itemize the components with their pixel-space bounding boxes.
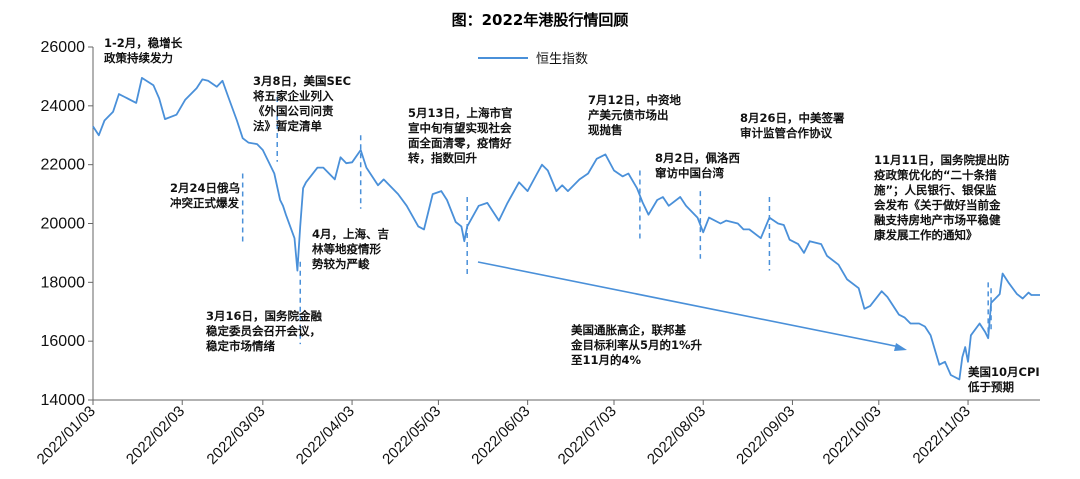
x-tick-label: 2022/11/03 (910, 403, 974, 467)
annotation-line: 会发布《关于做好当前金 (873, 198, 1001, 212)
x-tick-label: 2022/06/03 (468, 403, 533, 468)
annotation: 2月24日俄乌冲突正式爆发 (170, 181, 240, 210)
annotation: 4月，上海、吉林等地疫情形势较为严峻 (312, 227, 389, 271)
annotation: 7月12日，中资地产美元债市场出现抛售 (588, 93, 682, 137)
trend-arrowhead (894, 343, 907, 351)
x-axis: 2022/01/03 2022/02/03 2022/03/03 2022/04/03… (34, 399, 1040, 468)
y-tick-label: 16000 (41, 333, 86, 350)
trend-arrow (477, 261, 901, 348)
annotation-line: 8月2日，佩洛西 (655, 151, 741, 165)
annotation-line: 窜访中国台湾 (655, 166, 724, 180)
annotation-line: 康发展工作的通知》 (874, 228, 978, 242)
annotation-line: 林等地疫情形 (312, 242, 381, 256)
y-tick-label: 18000 (41, 274, 86, 291)
annotation-line: 1-2月，稳增长 (104, 36, 183, 50)
annotation-line: 稳定市场情绪 (206, 339, 275, 353)
y-tick-label: 14000 (41, 392, 86, 409)
annotation-line: 宣中旬有望实现社会 (408, 121, 512, 135)
annotation-line: 3月16日，国务院金融 (206, 309, 323, 323)
annotation-line: 5月13日，上海市官 (408, 106, 513, 120)
legend: 恒生指数 (478, 52, 588, 67)
annotation-line: 面全面清零，疫情好 (408, 136, 512, 150)
annotation: 11月11日，国务院提出防疫政策优化的“二十条措施”；人民银行、银保监会发布《关… (873, 153, 1010, 242)
annotation-line: 疫政策优化的“二十条措 (874, 168, 997, 182)
annotation: 3月16日，国务院金融稳定委员会召开会议，稳定市场情绪 (206, 309, 323, 353)
y-tick-label: 26000 (41, 39, 86, 56)
annotation: 3月8日，美国SEC 将五家企业列入《外国公司问责法》暂定清单 (253, 74, 351, 133)
annotation-line: 低于预期 (967, 380, 1014, 394)
annotation: 8月2日，佩洛西窜访中国台湾 (655, 151, 741, 180)
annotation-line: 融支持房地产市场平稳健 (874, 213, 1001, 227)
x-tick-label: 2022/03/03 (204, 403, 269, 468)
annotation-line: 稳定委员会召开会议， (206, 324, 321, 338)
x-tick-label: 2022/09/03 (733, 403, 798, 468)
annotation: 5月13日，上海市官宣中旬有望实现社会面全面清零，疫情好转，指数回升 (408, 106, 513, 165)
x-tick-label: 2022/04/03 (293, 403, 358, 468)
x-tick-label: 2022/01/03 (34, 403, 99, 468)
annotation-line: 美国10月CPI (968, 365, 1040, 379)
annotation-line: 11月11日，国务院提出防 (874, 153, 1010, 167)
annotation: 美国通胀高企，联邦基金目标利率从5月的1%升至11月的4% (570, 323, 703, 367)
annotations: 1-2月，稳增长政策持续发力 3月8日，美国SEC 将五家企业列入《外国公司问责法》… (104, 36, 1040, 394)
y-axis: 14000 16000 18000 20000 22000 24000 26000 (41, 39, 94, 409)
event-markers (241, 97, 992, 345)
annotation-line: 8月26日，中美签署 (740, 111, 845, 125)
y-tick-label: 20000 (41, 216, 86, 233)
annotation-line: 冲突正式爆发 (170, 196, 239, 210)
annotation: 美国10月CPI 低于预期 (967, 365, 1040, 394)
y-tick-label: 24000 (41, 98, 86, 115)
annotation-line: 3月8日，美国SEC (253, 74, 351, 88)
annotation-line: 转，指数回升 (408, 151, 477, 165)
annotation-line: 金目标利率从5月的1%升 (570, 338, 703, 352)
annotation-line: 美国通胀高企，联邦基 (571, 323, 686, 337)
series-line-hsi (92, 77, 1040, 381)
annotation-line: 政策持续发力 (104, 51, 173, 65)
annotation-line: 法》暂定清单 (253, 119, 322, 133)
annotation-line: 现抛售 (588, 123, 623, 137)
annotation-line: 至11月的4% (571, 353, 642, 367)
annotation-line: 施”；人民银行、银保监 (874, 183, 997, 197)
annotation-line: 势较为严峻 (312, 257, 370, 271)
x-tick-label: 2022/02/03 (123, 403, 188, 468)
chart-title: 图：2022年港股行情回顾 (452, 11, 629, 29)
annotation-line: 2月24日俄乌 (170, 181, 240, 195)
x-tick-label: 2022/07/03 (555, 403, 620, 468)
annotation-line: 将五家企业列入 (253, 89, 334, 103)
annotation: 8月26日，中美签署审计监管合作协议 (740, 111, 845, 140)
annotation-line: 产美元债市场出 (588, 108, 669, 122)
x-tick-label: 2022/05/03 (379, 403, 444, 468)
annotation-line: 审计监管合作协议 (740, 126, 832, 140)
x-tick-label: 2022/10/03 (820, 403, 885, 468)
legend-label: 恒生指数 (536, 52, 588, 67)
annotation-line: 7月12日，中资地 (588, 93, 682, 107)
x-tick-label: 2022/08/03 (644, 403, 709, 468)
annotation: 1-2月，稳增长政策持续发力 (104, 36, 183, 65)
y-tick-label: 22000 (41, 157, 86, 174)
annotation-line: 《外国公司问责 (253, 104, 334, 118)
annotation-line: 4月，上海、吉 (312, 227, 389, 241)
